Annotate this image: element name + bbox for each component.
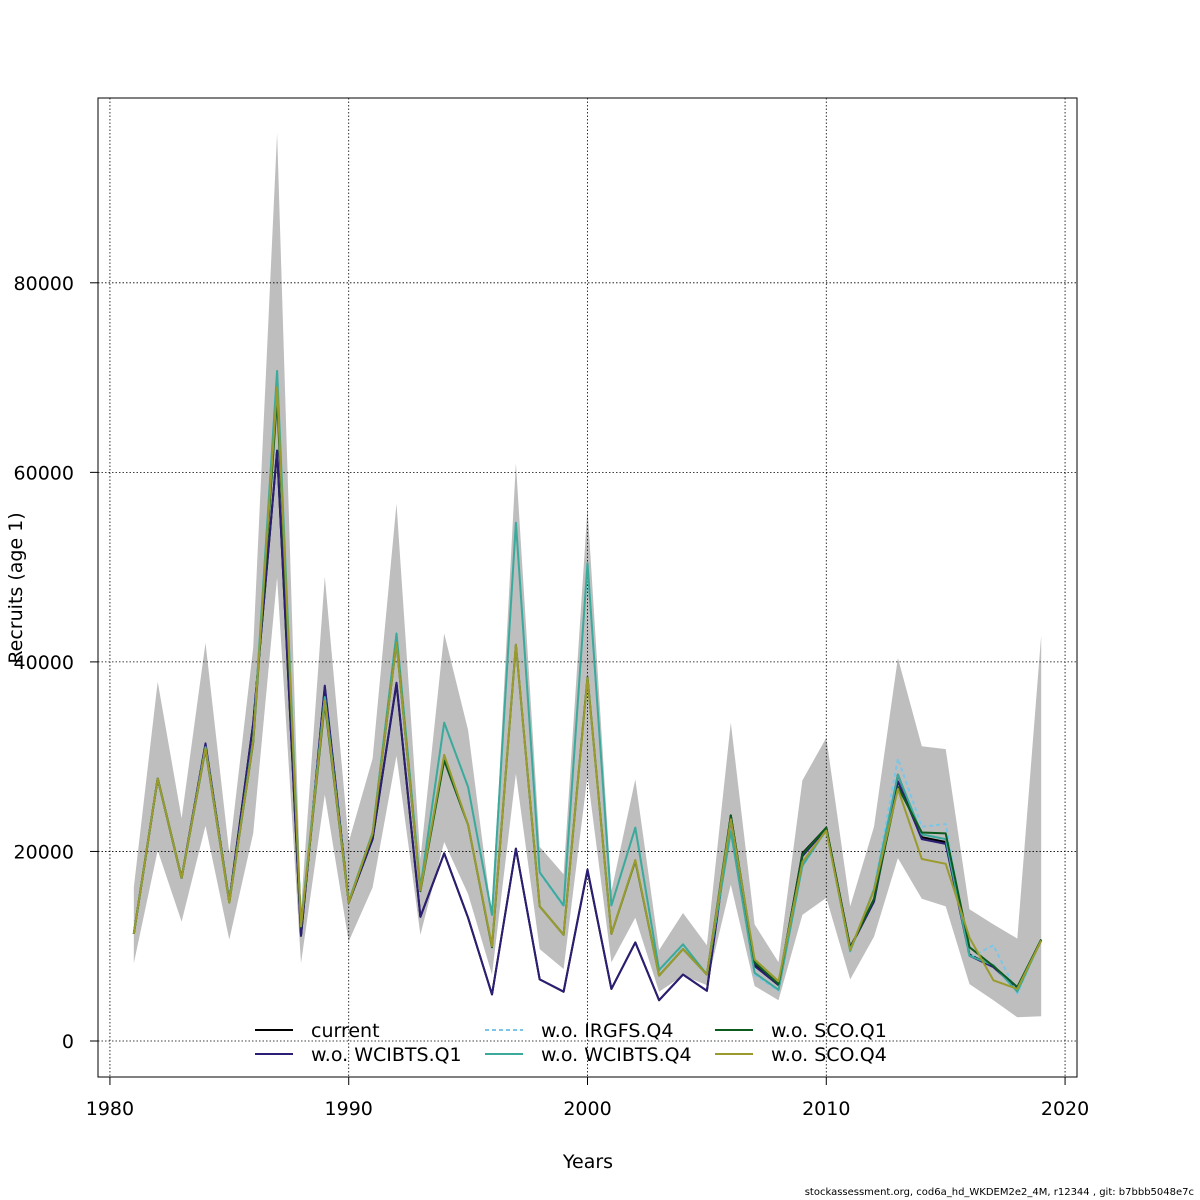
series-line-5	[132, 386, 1043, 990]
legend-label-2: w.o. IRGFS.Q4	[541, 1020, 673, 1042]
grid-layer	[98, 98, 1077, 1077]
x-tick-label: 2020	[1041, 1098, 1089, 1120]
x-tick-label: 2010	[802, 1098, 850, 1120]
axes-layer: 1980 1990 2000 2010 2020 0 20000 40000 60000 8000…	[14, 273, 1090, 1120]
y-tick-label: 60000	[14, 462, 74, 484]
y-axis-title: Recruits (age 1)	[5, 512, 27, 663]
footer-note: stockassessment.org, cod6a_hd_WKDEM2e2_4…	[804, 1187, 1194, 1198]
x-tick-label: 2000	[563, 1098, 611, 1120]
y-tick-label: 40000	[14, 652, 74, 674]
series-line-2	[132, 371, 1043, 995]
y-tick-label: 20000	[14, 841, 74, 863]
y-tick-label: 80000	[14, 273, 74, 295]
legend-label-0: current	[311, 1020, 380, 1042]
x-tick-label: 1980	[86, 1098, 134, 1120]
y-tick-label: 0	[62, 1031, 74, 1053]
legend-label-1: w.o. WCIBTS.Q1	[311, 1044, 462, 1066]
legend-label-3: w.o. WCIBTS.Q4	[541, 1044, 692, 1066]
series-layer	[132, 369, 1043, 1002]
legend-label-5: w.o. SCO.Q4	[771, 1044, 887, 1066]
x-axis-title: Years	[562, 1151, 613, 1173]
legend-label-4: w.o. SCO.Q1	[771, 1020, 887, 1042]
x-tick-label: 1990	[325, 1098, 373, 1120]
